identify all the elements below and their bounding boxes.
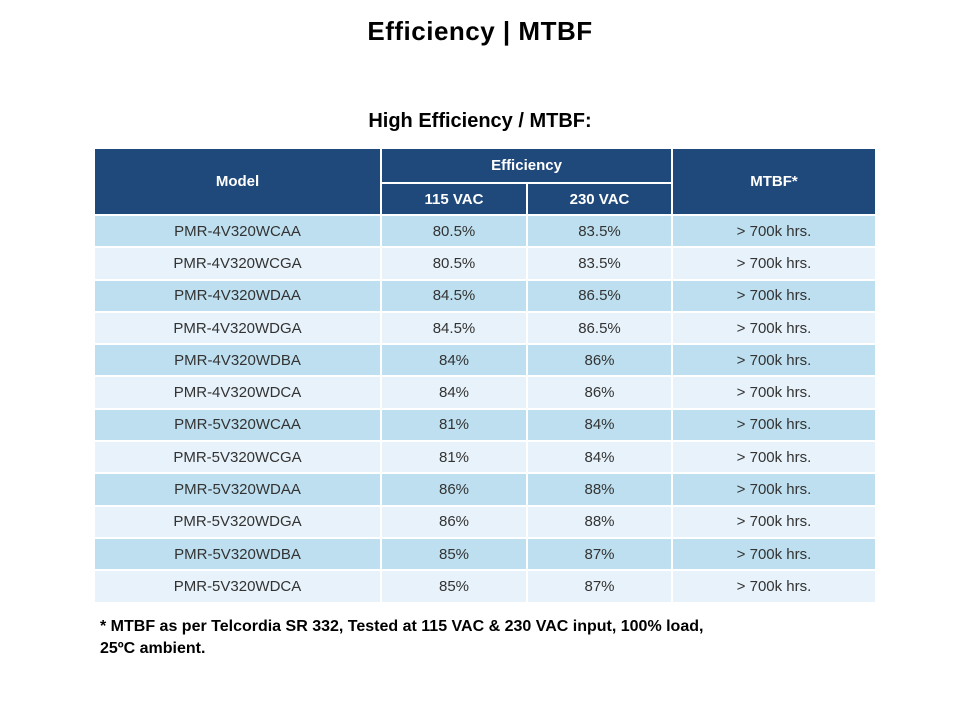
table-row: PMR-5V320WDAA 86% 88% > 700k hrs. bbox=[93, 472, 877, 507]
efficiency-230vac-cell: 86.5% bbox=[526, 278, 673, 313]
model-cell: PMR-4V320WDAA bbox=[93, 278, 382, 313]
mtbf-cell: > 700k hrs. bbox=[671, 472, 877, 507]
model-cell: PMR-4V320WDCA bbox=[93, 375, 382, 410]
efficiency-115vac-cell: 86% bbox=[380, 504, 528, 539]
efficiency-115vac-cell: 85% bbox=[380, 569, 528, 604]
efficiency-230vac-cell: 87% bbox=[526, 536, 673, 572]
efficiency-115vac-cell: 84.5% bbox=[380, 310, 528, 346]
mtbf-cell: > 700k hrs. bbox=[671, 246, 877, 281]
model-cell: PMR-5V320WDCA bbox=[93, 569, 382, 604]
efficiency-230vac-cell: 83.5% bbox=[526, 246, 673, 281]
mtbf-cell: > 700k hrs. bbox=[671, 536, 877, 572]
header-efficiency-group: Efficiency bbox=[380, 147, 673, 184]
table-row: PMR-4V320WDAA 84.5% 86.5% > 700k hrs. bbox=[93, 278, 877, 313]
mtbf-cell: > 700k hrs. bbox=[671, 504, 877, 539]
efficiency-230vac-cell: 83.5% bbox=[526, 213, 673, 249]
efficiency-115vac-cell: 80.5% bbox=[380, 246, 528, 281]
mtbf-cell: > 700k hrs. bbox=[671, 310, 877, 346]
model-cell: PMR-4V320WCAA bbox=[93, 213, 382, 249]
efficiency-115vac-cell: 81% bbox=[380, 440, 528, 475]
slide-title: Efficiency | MTBF bbox=[367, 16, 593, 46]
mtbf-cell: > 700k hrs. bbox=[671, 213, 877, 249]
table-row: PMR-5V320WDBA 85% 87% > 700k hrs. bbox=[93, 536, 877, 572]
header-model: Model bbox=[93, 147, 382, 216]
table-row: PMR-5V320WDGA 86% 88% > 700k hrs. bbox=[93, 504, 877, 539]
model-cell: PMR-4V320WCGA bbox=[93, 246, 382, 281]
efficiency-230vac-cell: 88% bbox=[526, 504, 673, 539]
table-header: Model Efficiency MTBF* 115 VAC 230 VAC bbox=[93, 147, 877, 216]
table-body: PMR-4V320WCAA 80.5% 83.5% > 700k hrs. PM… bbox=[93, 213, 877, 604]
model-cell: PMR-5V320WDBA bbox=[93, 536, 382, 572]
model-cell: PMR-5V320WDAA bbox=[93, 472, 382, 507]
footnote-line-2: 25ºC ambient. bbox=[100, 640, 206, 657]
mtbf-cell: > 700k hrs. bbox=[671, 569, 877, 604]
efficiency-115vac-cell: 80.5% bbox=[380, 213, 528, 249]
efficiency-115vac-cell: 81% bbox=[380, 407, 528, 443]
header-mtbf: MTBF* bbox=[671, 147, 877, 216]
efficiency-230vac-cell: 84% bbox=[526, 440, 673, 475]
table-row: PMR-4V320WDCA 84% 86% > 700k hrs. bbox=[93, 375, 877, 410]
table-row: PMR-5V320WCAA 81% 84% > 700k hrs. bbox=[93, 407, 877, 443]
slide-subtitle: High Efficiency / MTBF: bbox=[368, 110, 592, 132]
model-cell: PMR-5V320WCAA bbox=[93, 407, 382, 443]
efficiency-230vac-cell: 87% bbox=[526, 569, 673, 604]
table-row: PMR-4V320WCGA 80.5% 83.5% > 700k hrs. bbox=[93, 246, 877, 281]
model-cell: PMR-4V320WDGA bbox=[93, 310, 382, 346]
efficiency-230vac-cell: 86.5% bbox=[526, 310, 673, 346]
efficiency-230vac-cell: 86% bbox=[526, 343, 673, 378]
mtbf-cell: > 700k hrs. bbox=[671, 278, 877, 313]
mtbf-cell: > 700k hrs. bbox=[671, 407, 877, 443]
efficiency-230vac-cell: 86% bbox=[526, 375, 673, 410]
table-row: PMR-4V320WDBA 84% 86% > 700k hrs. bbox=[93, 343, 877, 378]
table-row: PMR-4V320WCAA 80.5% 83.5% > 700k hrs. bbox=[93, 213, 877, 249]
efficiency-115vac-cell: 85% bbox=[380, 536, 528, 572]
model-cell: PMR-5V320WCGA bbox=[93, 440, 382, 475]
model-cell: PMR-5V320WDGA bbox=[93, 504, 382, 539]
table-row: PMR-4V320WDGA 84.5% 86.5% > 700k hrs. bbox=[93, 310, 877, 346]
model-cell: PMR-4V320WDBA bbox=[93, 343, 382, 378]
efficiency-115vac-cell: 84% bbox=[380, 343, 528, 378]
footnote-line-1: * MTBF as per Telcordia SR 332, Tested a… bbox=[100, 618, 704, 635]
mtbf-cell: > 700k hrs. bbox=[671, 375, 877, 410]
efficiency-115vac-cell: 84.5% bbox=[380, 278, 528, 313]
mtbf-cell: > 700k hrs. bbox=[671, 343, 877, 378]
efficiency-230vac-cell: 84% bbox=[526, 407, 673, 443]
table-row: PMR-5V320WDCA 85% 87% > 700k hrs. bbox=[93, 569, 877, 604]
mtbf-cell: > 700k hrs. bbox=[671, 440, 877, 475]
header-115-vac: 115 VAC bbox=[380, 182, 528, 216]
table-row: PMR-5V320WCGA 81% 84% > 700k hrs. bbox=[93, 440, 877, 475]
efficiency-115vac-cell: 84% bbox=[380, 375, 528, 410]
header-230-vac: 230 VAC bbox=[526, 182, 673, 216]
efficiency-230vac-cell: 88% bbox=[526, 472, 673, 507]
efficiency-115vac-cell: 86% bbox=[380, 472, 528, 507]
footnote: * MTBF as per Telcordia SR 332, Tested a… bbox=[100, 616, 900, 660]
efficiency-mtbf-table: Model Efficiency MTBF* 115 VAC 230 VAC P… bbox=[93, 147, 877, 604]
